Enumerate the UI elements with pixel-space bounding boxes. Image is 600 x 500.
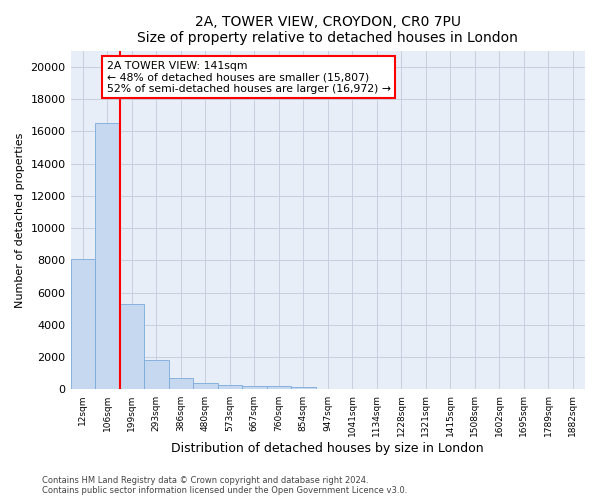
Bar bbox=[95, 123, 119, 390]
Bar bbox=[218, 385, 242, 390]
Bar bbox=[119, 304, 144, 390]
Bar bbox=[169, 378, 193, 390]
Bar bbox=[71, 258, 95, 390]
Bar bbox=[193, 384, 218, 390]
Bar bbox=[291, 386, 316, 390]
Bar bbox=[266, 386, 291, 390]
Title: 2A, TOWER VIEW, CROYDON, CR0 7PU
Size of property relative to detached houses in: 2A, TOWER VIEW, CROYDON, CR0 7PU Size of… bbox=[137, 15, 518, 45]
Text: Contains HM Land Registry data © Crown copyright and database right 2024.
Contai: Contains HM Land Registry data © Crown c… bbox=[42, 476, 407, 495]
Bar bbox=[144, 360, 169, 390]
Bar bbox=[242, 386, 266, 390]
Text: 2A TOWER VIEW: 141sqm
← 48% of detached houses are smaller (15,807)
52% of semi-: 2A TOWER VIEW: 141sqm ← 48% of detached … bbox=[107, 60, 391, 94]
Y-axis label: Number of detached properties: Number of detached properties bbox=[15, 132, 25, 308]
X-axis label: Distribution of detached houses by size in London: Distribution of detached houses by size … bbox=[172, 442, 484, 455]
